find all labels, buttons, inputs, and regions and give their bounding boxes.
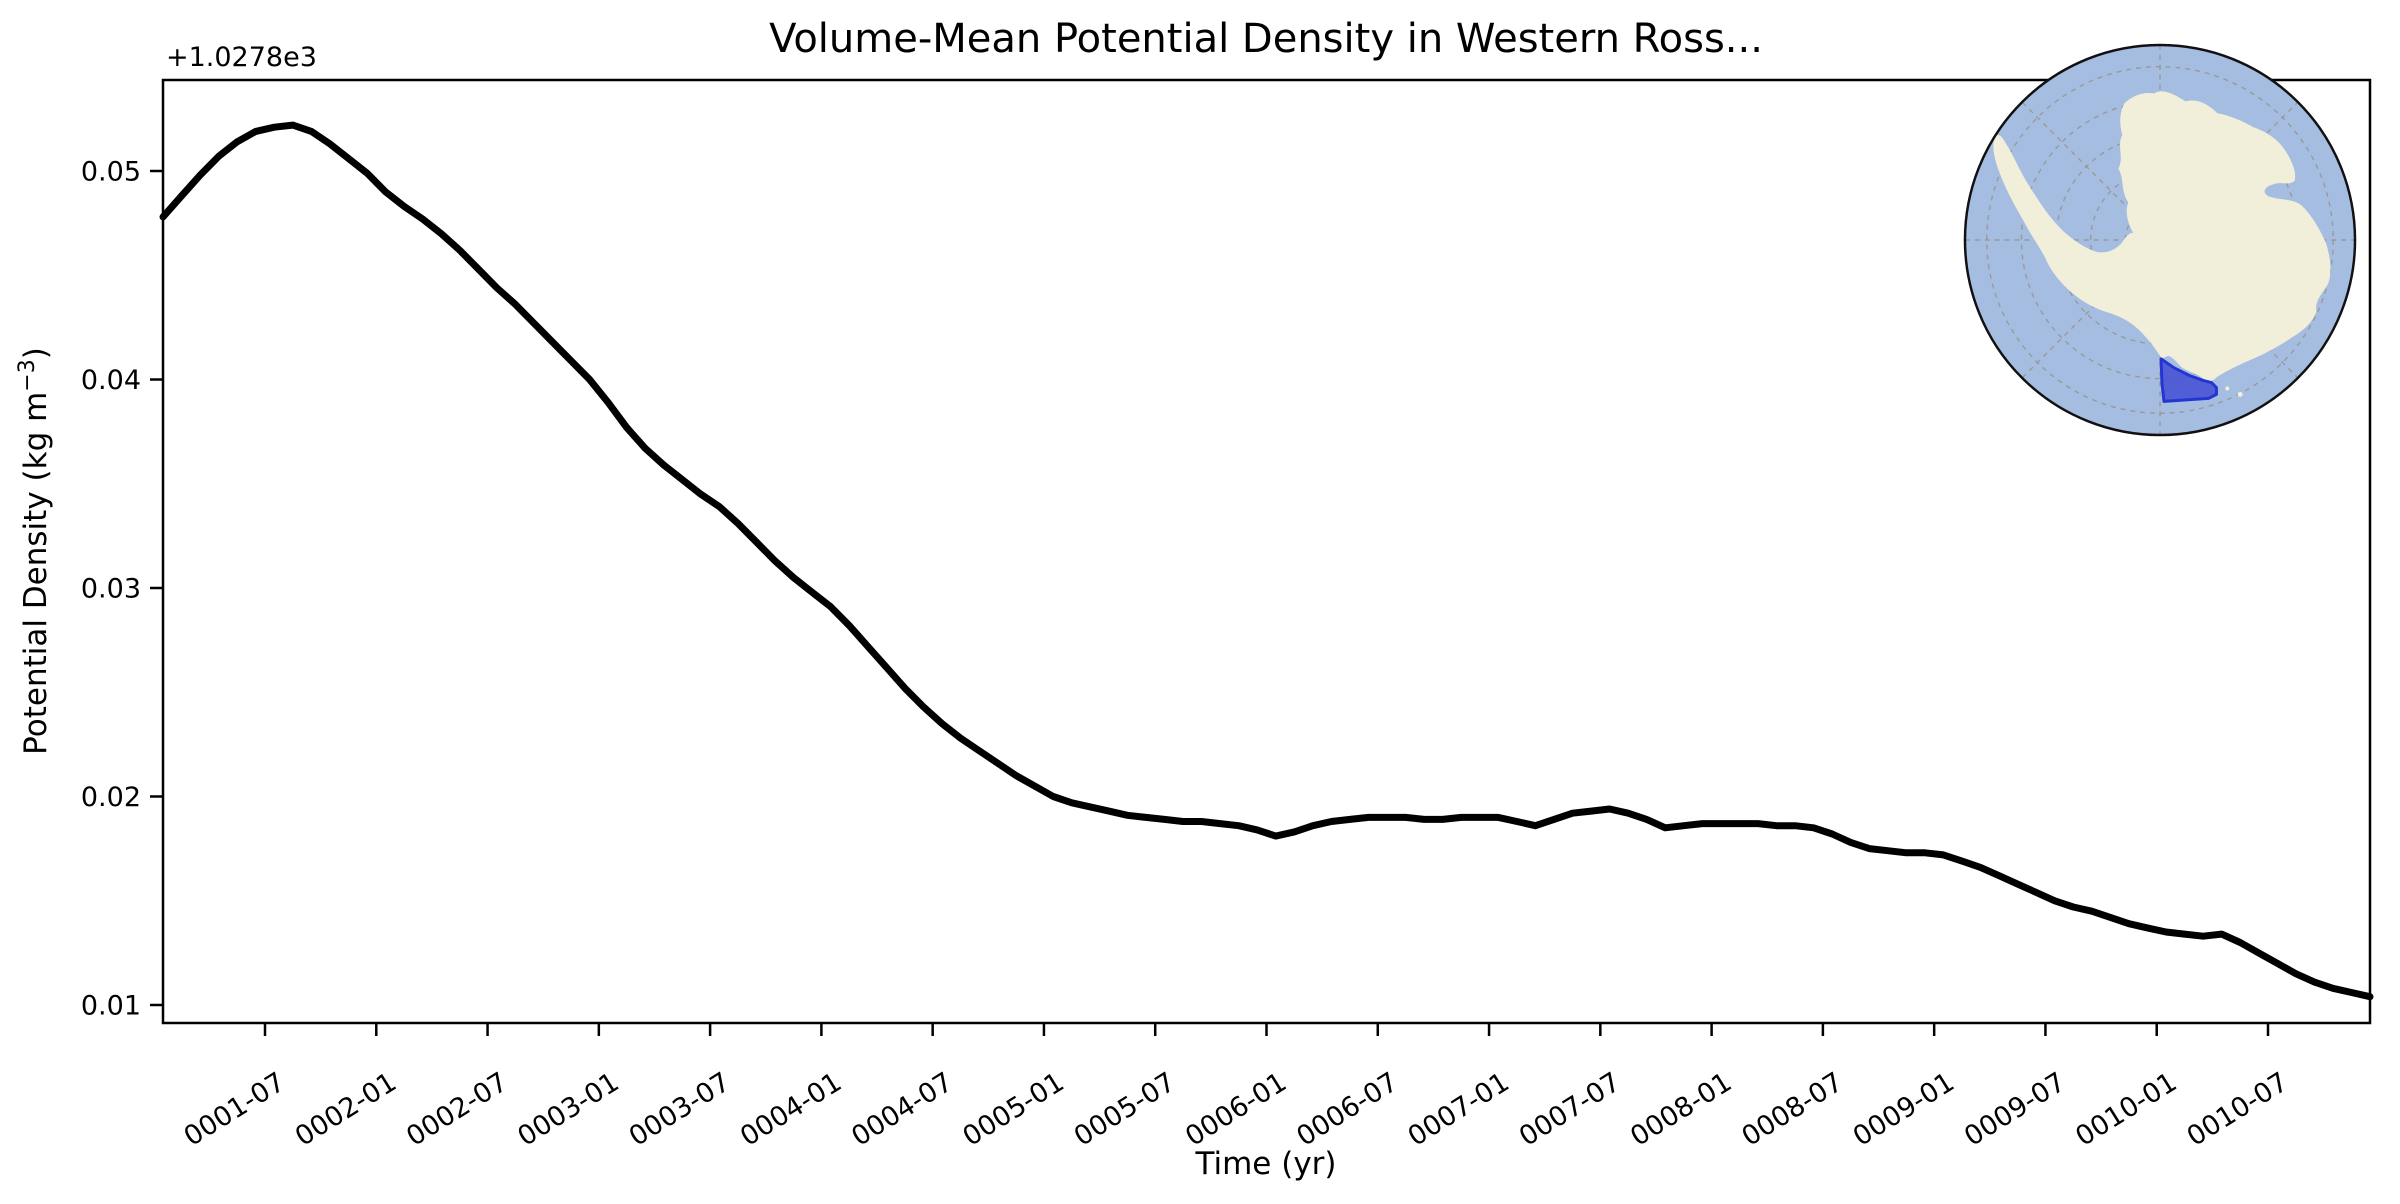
x-tick-label: 0009-07	[1959, 1067, 2071, 1153]
ross-sea-region-outline	[2159, 357, 2218, 403]
y-tick-label: 0.02	[81, 782, 141, 813]
y-tick-label: 0.01	[81, 991, 141, 1022]
x-tick-label: 0003-07	[624, 1067, 736, 1153]
x-tick-label: 0004-01	[735, 1067, 847, 1153]
x-tick-label: 0006-01	[1180, 1067, 1292, 1153]
x-tick-label: 0006-07	[1291, 1067, 1403, 1153]
x-tick-label: 0002-07	[401, 1067, 513, 1153]
chart-title: Volume-Mean Potential Density in Western…	[769, 16, 1763, 62]
y-axis-label-close: )	[18, 347, 54, 359]
x-tick-label: 0008-07	[1736, 1067, 1848, 1153]
x-tick-label: 0007-07	[1514, 1067, 1626, 1153]
x-tick-label: 0008-01	[1625, 1067, 1737, 1153]
x-tick-label: 0005-07	[1069, 1067, 1181, 1153]
x-axis-label: Time (yr)	[1195, 1146, 1337, 1182]
x-tick-label: 0002-01	[290, 1067, 402, 1153]
x-tick-label: 0004-07	[846, 1067, 958, 1153]
x-tick-label: 0010-07	[2182, 1067, 2294, 1153]
antarctica-landmass	[1993, 91, 2331, 382]
axis-offset-label: +1.0278e3	[166, 42, 317, 73]
inset-map	[1963, 43, 2357, 437]
x-tick-label: 0010-01	[2070, 1067, 2182, 1153]
y-axis-label-base: Potential Density (kg m	[18, 392, 54, 755]
plot-frame	[161, 78, 2372, 1025]
data-line	[159, 121, 2374, 1001]
y-tick-label: 0.03	[81, 574, 141, 605]
x-tick-label: 0009-01	[1848, 1067, 1960, 1153]
x-tick-label: 0003-01	[512, 1067, 624, 1153]
x-tick-label: 0001-07	[179, 1067, 291, 1153]
x-tick-label: 0007-01	[1403, 1067, 1515, 1153]
y-axis-label: Potential Density (kg m−3)	[15, 347, 54, 755]
x-tick-label: 0005-01	[958, 1067, 1070, 1153]
y-axis-label-sup: −3	[15, 359, 40, 391]
y-tick-label: 0.05	[81, 157, 141, 188]
map-boundary-circle	[1963, 43, 2357, 437]
island-dots	[2003, 166, 2243, 397]
y-tick-label: 0.04	[81, 365, 141, 396]
